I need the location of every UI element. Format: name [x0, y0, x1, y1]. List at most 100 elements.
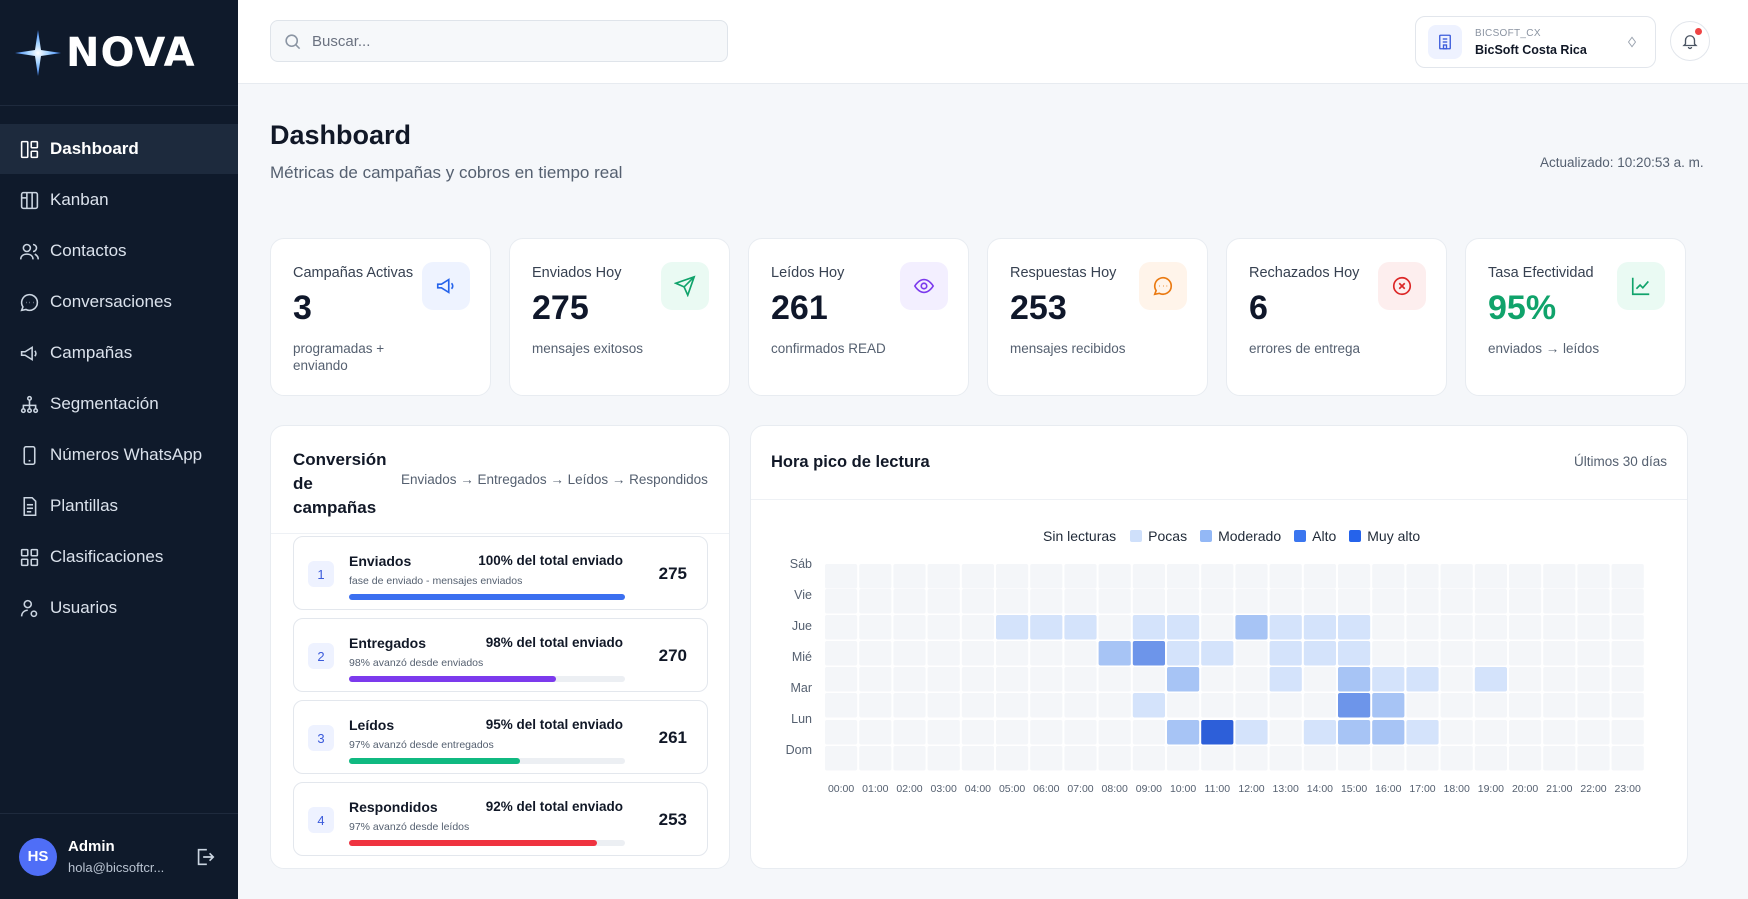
heatmap-cell[interactable]: [1338, 746, 1371, 771]
heatmap-cell[interactable]: [1167, 615, 1200, 640]
heatmap-cell[interactable]: [1474, 564, 1507, 589]
heatmap-cell[interactable]: [1167, 720, 1200, 745]
heatmap-cell[interactable]: [1509, 564, 1542, 589]
heatmap-cell[interactable]: [893, 693, 926, 718]
heatmap-cell[interactable]: [1064, 720, 1097, 745]
heatmap-cell[interactable]: [1509, 589, 1542, 614]
heatmap-cell[interactable]: [1440, 564, 1473, 589]
heatmap-cell[interactable]: [859, 693, 892, 718]
card-leidos-hoy[interactable]: Leídos Hoy 261 confirmados READ: [748, 238, 969, 396]
notifications-button[interactable]: [1670, 21, 1710, 61]
heatmap-cell[interactable]: [1406, 589, 1439, 614]
heatmap-cell[interactable]: [1030, 641, 1063, 666]
heatmap-cell[interactable]: [1303, 615, 1336, 640]
heatmap-cell[interactable]: [927, 746, 960, 771]
heatmap-cell[interactable]: [1235, 667, 1268, 692]
logout-icon[interactable]: [194, 846, 216, 868]
heatmap-cell[interactable]: [1577, 667, 1610, 692]
heatmap-cell[interactable]: [893, 641, 926, 666]
heatmap-cell[interactable]: [1064, 589, 1097, 614]
heatmap-cell[interactable]: [1611, 615, 1644, 640]
search-input[interactable]: [312, 32, 692, 50]
heatmap-cell[interactable]: [1064, 641, 1097, 666]
heatmap-cell[interactable]: [1372, 564, 1405, 589]
heatmap-cell[interactable]: [1201, 641, 1234, 666]
heatmap-cell[interactable]: [825, 641, 858, 666]
heatmap-cell[interactable]: [1338, 564, 1371, 589]
heatmap-cell[interactable]: [1235, 641, 1268, 666]
heatmap-cell[interactable]: [1440, 641, 1473, 666]
heatmap-cell[interactable]: [825, 720, 858, 745]
heatmap-cell[interactable]: [825, 667, 858, 692]
heatmap-cell[interactable]: [961, 641, 994, 666]
heatmap-cell[interactable]: [1440, 667, 1473, 692]
heatmap-cell[interactable]: [1132, 589, 1165, 614]
heatmap-cell[interactable]: [927, 564, 960, 589]
heatmap-cell[interactable]: [927, 693, 960, 718]
heatmap-cell[interactable]: [1235, 746, 1268, 771]
heatmap-cell[interactable]: [1372, 589, 1405, 614]
heatmap-cell[interactable]: [859, 641, 892, 666]
heatmap-cell[interactable]: [1406, 693, 1439, 718]
heatmap-cell[interactable]: [1372, 615, 1405, 640]
heatmap-cell[interactable]: [927, 615, 960, 640]
heatmap-cell[interactable]: [996, 720, 1029, 745]
heatmap-cell[interactable]: [1269, 693, 1302, 718]
heatmap-cell[interactable]: [1611, 589, 1644, 614]
heatmap-cell[interactable]: [1167, 564, 1200, 589]
heatmap-cell[interactable]: [1474, 667, 1507, 692]
heatmap-cell[interactable]: [1611, 564, 1644, 589]
org-selector[interactable]: BICSOFT_CX BicSoft Costa Rica: [1415, 16, 1656, 68]
heatmap-cell[interactable]: [1406, 720, 1439, 745]
heatmap-cell[interactable]: [1611, 746, 1644, 771]
heatmap-cell[interactable]: [1474, 615, 1507, 640]
heatmap-cell[interactable]: [1577, 693, 1610, 718]
heatmap-cell[interactable]: [1030, 615, 1063, 640]
heatmap-cell[interactable]: [1201, 746, 1234, 771]
heatmap-cell[interactable]: [1201, 615, 1234, 640]
heatmap-cell[interactable]: [1167, 746, 1200, 771]
heatmap-cell[interactable]: [859, 615, 892, 640]
heatmap-cell[interactable]: [893, 589, 926, 614]
heatmap-cell[interactable]: [893, 667, 926, 692]
heatmap-cell[interactable]: [1269, 615, 1302, 640]
heatmap-cell[interactable]: [1543, 667, 1576, 692]
heatmap-cell[interactable]: [1611, 667, 1644, 692]
heatmap-cell[interactable]: [1543, 641, 1576, 666]
heatmap-cell[interactable]: [927, 641, 960, 666]
heatmap-cell[interactable]: [961, 667, 994, 692]
heatmap-cell[interactable]: [1611, 641, 1644, 666]
heatmap-cell[interactable]: [1201, 720, 1234, 745]
heatmap-cell[interactable]: [1235, 720, 1268, 745]
heatmap-cell[interactable]: [1543, 693, 1576, 718]
heatmap-cell[interactable]: [859, 564, 892, 589]
heatmap-cell[interactable]: [1098, 564, 1131, 589]
heatmap-cell[interactable]: [1303, 564, 1336, 589]
heatmap-cell[interactable]: [961, 720, 994, 745]
heatmap-cell[interactable]: [1269, 589, 1302, 614]
heatmap-cell[interactable]: [927, 589, 960, 614]
heatmap-cell[interactable]: [1338, 720, 1371, 745]
heatmap-cell[interactable]: [1338, 615, 1371, 640]
heatmap-cell[interactable]: [1509, 693, 1542, 718]
heatmap-cell[interactable]: [859, 667, 892, 692]
heatmap-cell[interactable]: [859, 589, 892, 614]
heatmap-cell[interactable]: [1303, 667, 1336, 692]
heatmap-cell[interactable]: [893, 746, 926, 771]
card-respuestas-hoy[interactable]: Respuestas Hoy 253 mensajes recibidos: [987, 238, 1208, 396]
heatmap-cell[interactable]: [1235, 693, 1268, 718]
heatmap-cell[interactable]: [1303, 746, 1336, 771]
sidebar-item-conversaciones[interactable]: Conversaciones: [0, 277, 238, 327]
heatmap-cell[interactable]: [1577, 589, 1610, 614]
heatmap-cell[interactable]: [1132, 564, 1165, 589]
heatmap-cell[interactable]: [1235, 564, 1268, 589]
sidebar-item-contactos[interactable]: Contactos: [0, 226, 238, 276]
heatmap-cell[interactable]: [1167, 693, 1200, 718]
heatmap-cell[interactable]: [1132, 746, 1165, 771]
heatmap-cell[interactable]: [1543, 615, 1576, 640]
heatmap-cell[interactable]: [1269, 746, 1302, 771]
heatmap-cell[interactable]: [1030, 589, 1063, 614]
stage-leidos[interactable]: 3 Leídos 95% del total enviado 97% avanz…: [293, 700, 708, 774]
card-enviados-hoy[interactable]: Enviados Hoy 275 mensajes exitosos: [509, 238, 730, 396]
sidebar-item-kanban[interactable]: Kanban: [0, 175, 238, 225]
